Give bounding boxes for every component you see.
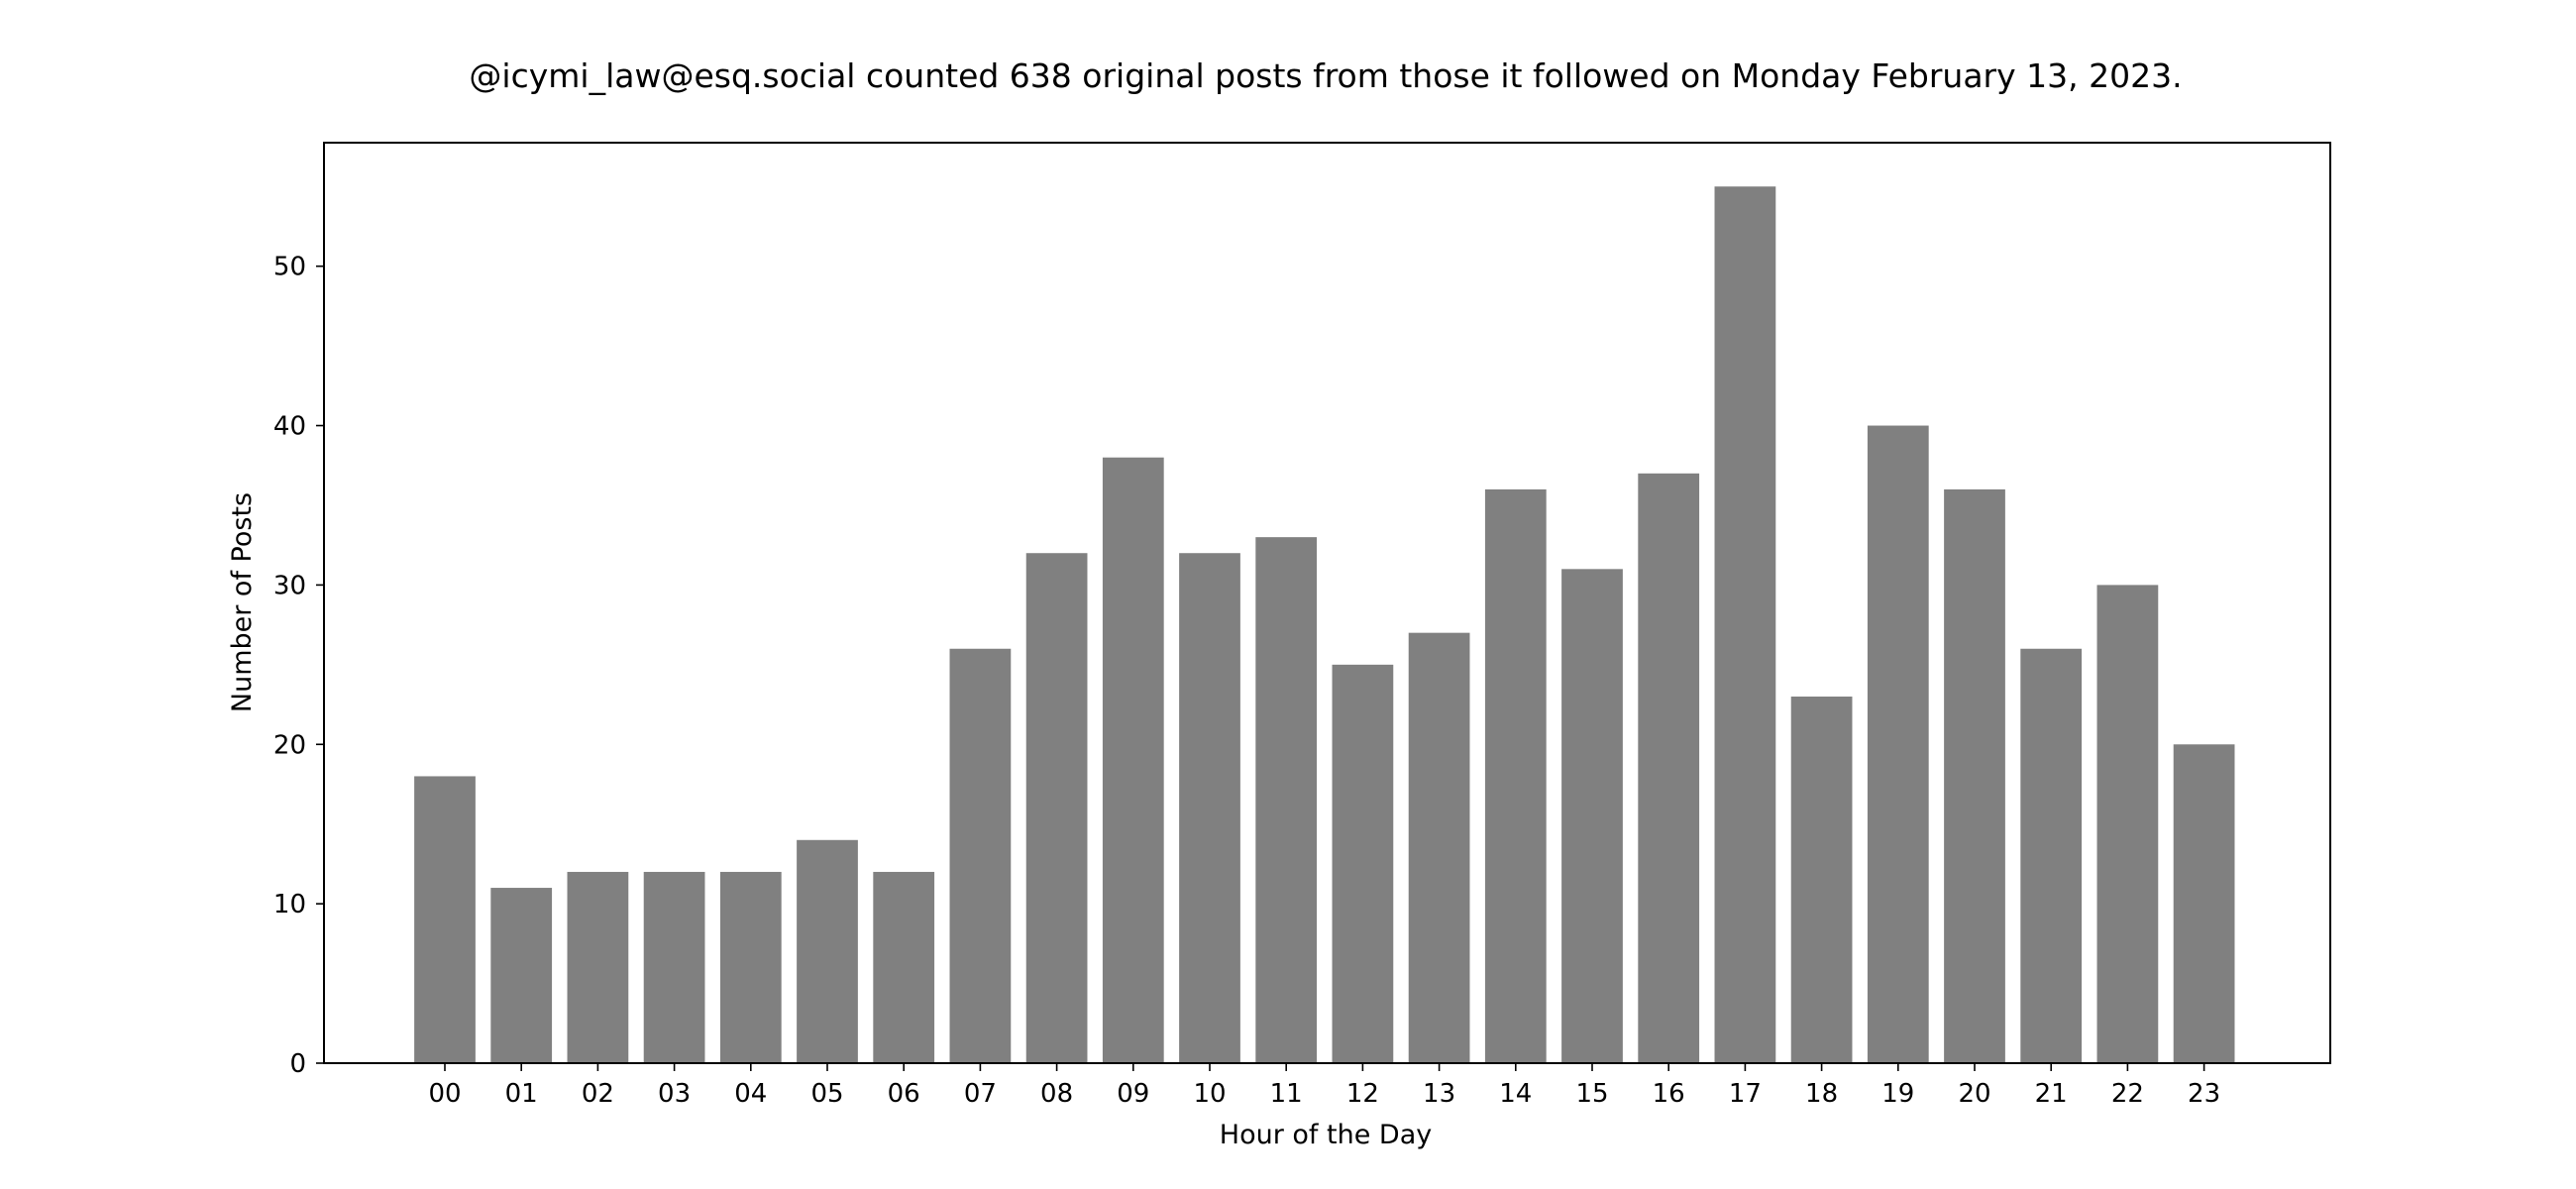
chart-title: @icymi_law@esq.social counted 638 origin… — [469, 56, 2182, 95]
bar-hour-04 — [719, 871, 782, 1063]
x-tick-label: 23 — [2188, 1079, 2220, 1109]
x-tick-label: 14 — [1499, 1079, 1532, 1109]
x-tick-label: 09 — [1117, 1079, 1149, 1109]
bar-hour-18 — [1790, 697, 1853, 1063]
x-tick-label: 07 — [964, 1079, 997, 1109]
x-tick-label: 03 — [658, 1079, 691, 1109]
bars-layer — [414, 186, 2235, 1064]
x-tick-label: 00 — [428, 1079, 461, 1109]
x-tick-label: 04 — [734, 1079, 767, 1109]
bar-hour-20 — [1944, 488, 2005, 1063]
x-tick-label: 18 — [1805, 1079, 1838, 1109]
bar-hour-09 — [1102, 457, 1164, 1064]
x-tick-label: 19 — [1881, 1079, 1914, 1109]
bar-hour-06 — [873, 871, 935, 1063]
bar-hour-22 — [2096, 585, 2159, 1063]
x-tick-label: 13 — [1423, 1079, 1455, 1109]
bar-hour-07 — [949, 648, 1012, 1063]
bar-hour-08 — [1025, 553, 1088, 1063]
x-tick-label: 21 — [2035, 1079, 2068, 1109]
x-tick-label: 20 — [1958, 1079, 1990, 1109]
x-tick-label: 12 — [1346, 1079, 1379, 1109]
x-axis-label: Hour of the Day — [1220, 1120, 1432, 1150]
bar-hour-15 — [1561, 569, 1623, 1063]
y-tick-label: 20 — [273, 730, 306, 760]
bar-hour-12 — [1332, 664, 1394, 1063]
bar-hour-17 — [1714, 186, 1776, 1064]
bar-hour-05 — [797, 839, 858, 1063]
y-tick-label: 10 — [273, 890, 306, 919]
y-axis-label: Number of Posts — [227, 492, 258, 712]
y-tick-label: 0 — [289, 1049, 306, 1079]
x-tick-label: 16 — [1653, 1079, 1685, 1109]
x-tick-label: 06 — [888, 1079, 920, 1109]
bar-hour-10 — [1179, 553, 1240, 1063]
x-tick-label: 01 — [505, 1079, 538, 1109]
y-tick-label: 30 — [273, 571, 306, 600]
bar-hour-01 — [490, 888, 553, 1063]
x-tick-label: 11 — [1270, 1079, 1303, 1109]
bar-hour-23 — [2173, 744, 2235, 1063]
x-axis-ticks: 00 01 02 03 04 05 06 07 08 09 10 11 12 13 14 15 16 17 18 19… — [428, 1063, 2220, 1109]
x-tick-label: 15 — [1575, 1079, 1608, 1109]
bar-hour-19 — [1867, 425, 1929, 1063]
x-tick-label: 17 — [1729, 1079, 1762, 1109]
y-axis-ticks: 0 10 20 30 40 50 — [273, 253, 324, 1079]
bar-hour-13 — [1408, 632, 1470, 1063]
x-tick-label: 02 — [582, 1079, 614, 1109]
y-tick-label: 40 — [273, 412, 306, 442]
bar-hour-16 — [1638, 473, 1700, 1063]
x-tick-label: 22 — [2111, 1079, 2144, 1109]
x-tick-label: 08 — [1040, 1079, 1073, 1109]
bar-hour-21 — [2020, 648, 2083, 1063]
bar-hour-14 — [1484, 488, 1547, 1063]
bar-hour-00 — [414, 776, 476, 1063]
y-tick-label: 50 — [273, 253, 306, 282]
x-tick-label: 10 — [1193, 1079, 1226, 1109]
bar-hour-11 — [1255, 537, 1318, 1063]
x-tick-label: 05 — [810, 1079, 843, 1109]
bar-hour-02 — [567, 871, 629, 1063]
bar-hour-03 — [643, 871, 705, 1063]
plot-area-frame — [323, 142, 2331, 1064]
